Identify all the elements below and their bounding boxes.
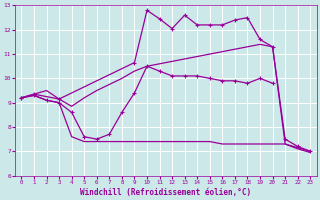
X-axis label: Windchill (Refroidissement éolien,°C): Windchill (Refroidissement éolien,°C)	[80, 188, 252, 197]
